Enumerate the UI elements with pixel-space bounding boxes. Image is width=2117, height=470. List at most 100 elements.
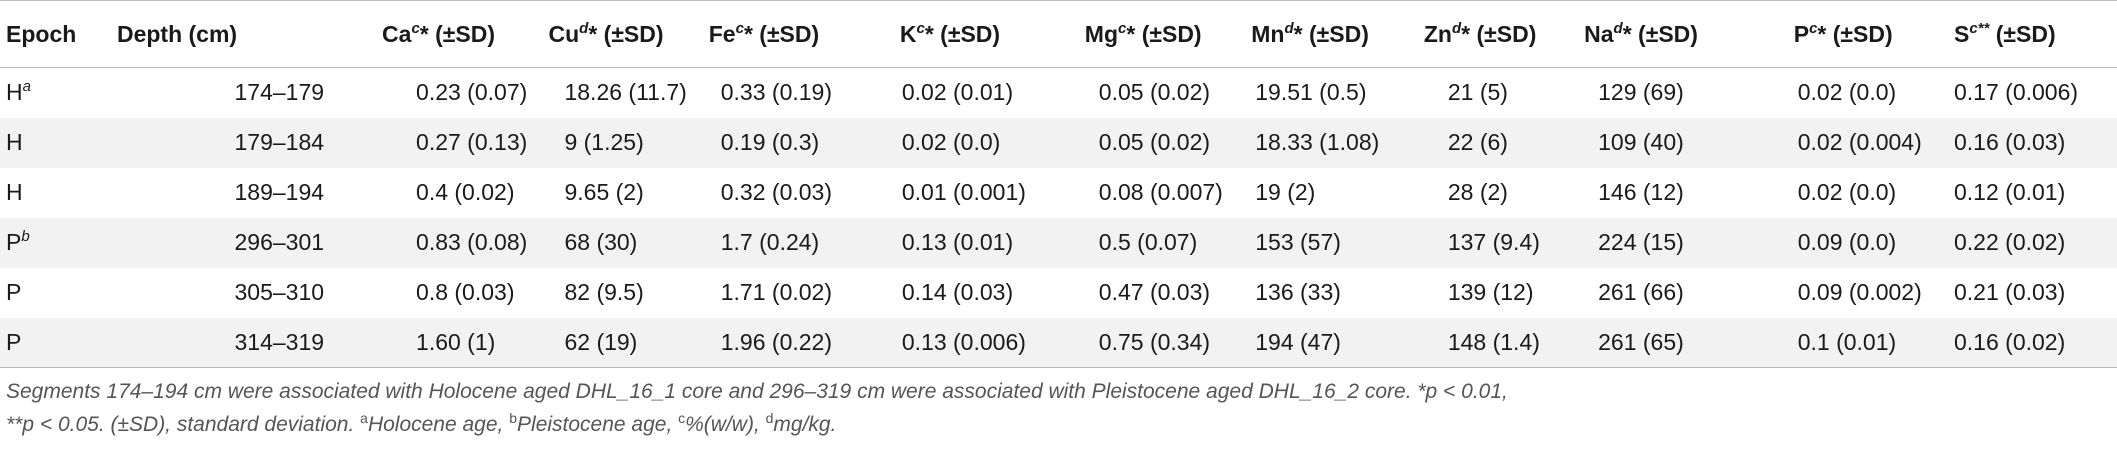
header-unit-sup: d: [1613, 19, 1623, 37]
value-cell: 136 (33): [1255, 279, 1341, 305]
footnote-line-2: **p < 0.05. (±SD), standard deviation. a…: [6, 408, 2106, 441]
header-element-label: K: [899, 20, 917, 47]
value-cell: 0.5 (0.07): [1098, 229, 1198, 255]
depth-cell: 174–179: [234, 79, 325, 106]
header-unit-sup: c: [1118, 19, 1127, 37]
header-sd-label: * (±SD): [1622, 20, 1698, 47]
value-cell: 0.02 (0.01): [901, 79, 1014, 106]
epoch-cell: P: [0, 317, 111, 368]
value-cell: 0.02 (0.004): [1797, 129, 1922, 155]
header-unit-sup: c: [411, 19, 420, 37]
epoch-label: P: [6, 328, 22, 355]
value-cell: 146 (12): [1598, 179, 1684, 205]
epoch-footnote-sup: b: [21, 228, 30, 245]
value-cell: 18.26 (11.7): [564, 79, 687, 106]
table-row: Pb 296–301 0.83 (0.08) 68 (30) 1.7 (0.24) 0.1…: [0, 217, 2117, 268]
value-cell: 0.16 (0.03): [1954, 129, 2066, 155]
epoch-cell: H: [0, 118, 111, 168]
header-element-label: Zn: [1423, 20, 1452, 47]
footnote-mgkg: mg/kg.: [773, 413, 837, 436]
header-sd-label: * (±SD): [588, 20, 664, 47]
depth-cell: 314–319: [110, 317, 377, 368]
header-unit-sup: c: [735, 19, 744, 37]
depth-cell: 296–301: [234, 229, 325, 255]
footnote-sup-b: b: [509, 410, 518, 426]
value-cell: 0.13 (0.006): [893, 317, 1079, 368]
value-cell: 129 (69): [1598, 79, 1684, 106]
value-cell: 0.02 (0.0): [901, 129, 1001, 155]
header-unit-sup: c: [916, 19, 925, 37]
value-cell: 0.05 (0.02): [1098, 79, 1211, 106]
column-header: Mnd* (±SD): [1245, 0, 1418, 68]
epoch-cell: P: [0, 268, 111, 318]
header-sd-label: * (±SD): [924, 20, 1001, 47]
value-cell: 0.19 (0.3): [720, 129, 820, 155]
value-cell: 137 (9.4): [1447, 229, 1540, 255]
header-unit-sup: d: [579, 19, 589, 37]
table-row: P 305–310 0.8 (0.03) 82 (9.5) 1.71 (0.02) 0.1…: [0, 268, 2117, 318]
value-cell: 1.71 (0.02): [720, 279, 832, 305]
value-cell: 19 (2): [1255, 179, 1316, 205]
header-sd-label: * (±SD): [1126, 20, 1202, 47]
value-cell: 9 (1.25): [564, 129, 644, 155]
footnote-holocene: Holocene age,: [367, 413, 510, 436]
column-header: Cac* (±SD): [376, 0, 543, 68]
header-element-label: Fe: [708, 20, 736, 47]
header-element-label: S: [1954, 20, 1970, 47]
data-table: Epoch Depth (cm) Cac* (±SD) Cud* (±SD) Fec* …: [0, 0, 2117, 368]
value-cell: 0.12 (0.01): [1954, 179, 2066, 205]
header-unit-sup: c: [1809, 19, 1818, 37]
epoch-label: P: [6, 279, 22, 305]
footnote-percent: %(w/w),: [685, 413, 766, 436]
epoch-label: H: [6, 129, 23, 155]
value-cell: 0.32 (0.03): [720, 179, 832, 205]
depth-cell: 179–184: [234, 129, 325, 155]
column-header: Fec* (±SD): [702, 0, 894, 68]
header-element-label: Mn: [1251, 20, 1285, 47]
value-cell: 18.33 (1.08): [1255, 129, 1380, 155]
value-cell: 0.01 (0.001): [901, 179, 1026, 205]
table-footnote: Segments 174–194 cm were associated with…: [6, 375, 2106, 441]
footnote-sup-d: d: [765, 410, 774, 426]
value-cell: 0.22 (0.02): [1954, 229, 2066, 255]
value-cell: 224 (15): [1598, 229, 1684, 255]
table-row: Ha 174–179 0.23 (0.07) 18.26 (11.7) 0.33 (0.…: [0, 68, 2117, 118]
column-header: Sc** (±SD): [1948, 0, 2117, 68]
value-cell: 0.09 (0.0): [1797, 229, 1897, 255]
footnote-significance: **p < 0.05. (±SD), standard deviation.: [6, 413, 361, 436]
column-header: Znd* (±SD): [1417, 0, 1579, 68]
value-cell: 194 (47): [1245, 317, 1418, 368]
header-unit-sup: d: [1284, 19, 1294, 37]
value-cell: 0.09 (0.002): [1797, 279, 1922, 305]
value-cell: 0.21 (0.03): [1954, 279, 2066, 305]
value-cell: 0.17 (0.006): [1954, 79, 2079, 106]
header-element-label: Na: [1584, 20, 1614, 47]
table-row: P 314–319 1.60 (1) 62 (19) 1.96 (0.22) 0.13 (…: [0, 317, 2117, 368]
column-header: Mgc* (±SD): [1078, 0, 1246, 68]
value-cell: 0.08 (0.007): [1098, 179, 1223, 205]
value-cell: 0.8 (0.03): [416, 279, 515, 305]
header-element-label: P: [1793, 20, 1810, 47]
value-cell: 0.4 (0.02): [416, 179, 515, 205]
column-header: Epoch: [0, 0, 111, 68]
column-header: Cud* (±SD): [542, 0, 703, 68]
table-row: H 179–184 0.27 (0.13) 9 (1.25) 0.19 (0.3) 0.0…: [0, 117, 2117, 168]
value-cell: 0.1 (0.01): [1787, 317, 1948, 368]
value-cell: 62 (19): [542, 317, 703, 368]
header-sd-label: (±SD): [1989, 20, 2056, 47]
value-cell: 1.96 (0.22): [702, 317, 894, 368]
value-cell: 261 (66): [1598, 279, 1684, 305]
header-sd-label: * (±SD): [1293, 20, 1369, 47]
value-cell: 28 (2): [1447, 179, 1508, 205]
column-header: Pc* (±SD): [1787, 0, 1948, 68]
epoch-label: H: [6, 79, 23, 106]
header-element-label: Cu: [548, 20, 580, 47]
value-cell: 0.47 (0.03): [1098, 279, 1211, 305]
header-row: Epoch Depth (cm) Cac* (±SD) Cud* (±SD) Fec* …: [0, 0, 2117, 68]
value-cell: 109 (40): [1598, 129, 1684, 155]
header-element-label: Epoch: [6, 20, 77, 47]
header-unit-sup: d: [1451, 19, 1462, 37]
table-row: H 189–194 0.4 (0.02) 9.65 (2) 0.32 (0.03) 0.0…: [0, 168, 2117, 218]
value-cell: 153 (57): [1255, 229, 1341, 255]
